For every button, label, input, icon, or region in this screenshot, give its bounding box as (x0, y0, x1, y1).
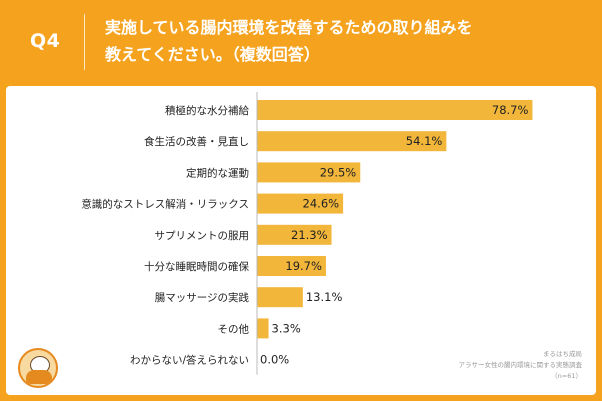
category-label: その他 (218, 322, 250, 335)
value-label: 29.5% (320, 165, 357, 179)
header-divider (84, 14, 85, 70)
bar (257, 131, 447, 152)
question-number: Q4 (30, 30, 61, 52)
category-label: わからない/答えられない (130, 354, 249, 367)
category-label: 腸マッサージの実践 (155, 291, 250, 304)
bar (257, 256, 326, 276)
source-line-2: アラサー女性の腸内環境に関する実態調査 (458, 361, 583, 369)
category-label: 積極的な水分補給 (165, 104, 249, 117)
source-note: まるはち成局 アラサー女性の腸内環境に関する実態調査 （n=61） (459, 349, 583, 382)
value-label: 3.3% (272, 321, 301, 335)
value-label: 0.0% (260, 353, 289, 367)
value-label: 19.7% (285, 259, 322, 273)
question-header: Q4 実施している腸内環境を改善するための取り組みを 教えてください。（複数回答… (0, 0, 602, 84)
value-label: 78.7% (492, 103, 529, 117)
category-label: 十分な睡眠時間の確保 (144, 260, 249, 273)
value-label: 54.1% (406, 134, 443, 148)
mascot-logo-icon (18, 348, 58, 388)
source-line-1: まるはち成局 (543, 350, 582, 358)
category-label: サプリメントの服用 (155, 230, 250, 242)
bar (257, 318, 269, 339)
bar-chart: 積極的な水分補給 78.7% 食生活の改善・見直し 54.1% 定期的な運動 29.5% 意… (81, 92, 533, 375)
bar (257, 162, 361, 183)
value-label: 13.1% (306, 290, 343, 304)
source-line-3: （n=61） (551, 372, 582, 380)
bar (257, 193, 344, 214)
bar (257, 287, 303, 308)
question-title: 実施している腸内環境を改善するための取り組みを 教えてください。（複数回答） (105, 14, 575, 68)
mascot-body (26, 370, 52, 384)
category-label: 意識的なストレス解消・リラックス (81, 198, 249, 211)
value-label: 21.3% (291, 228, 328, 242)
category-label: 定期的な運動 (186, 166, 249, 179)
category-label: 食生活の改善・見直し (144, 135, 249, 148)
value-label: 24.6% (303, 197, 340, 211)
bar (257, 100, 533, 120)
bar (257, 224, 332, 245)
chart-panel: 積極的な水分補給 78.7% 食生活の改善・見直し 54.1% 定期的な運動 29.5% 意… (6, 86, 596, 395)
question-title-line1: 実施している腸内環境を改善するための取り組みを (105, 18, 473, 37)
question-title-line2: 教えてください。（複数回答） (105, 45, 320, 64)
